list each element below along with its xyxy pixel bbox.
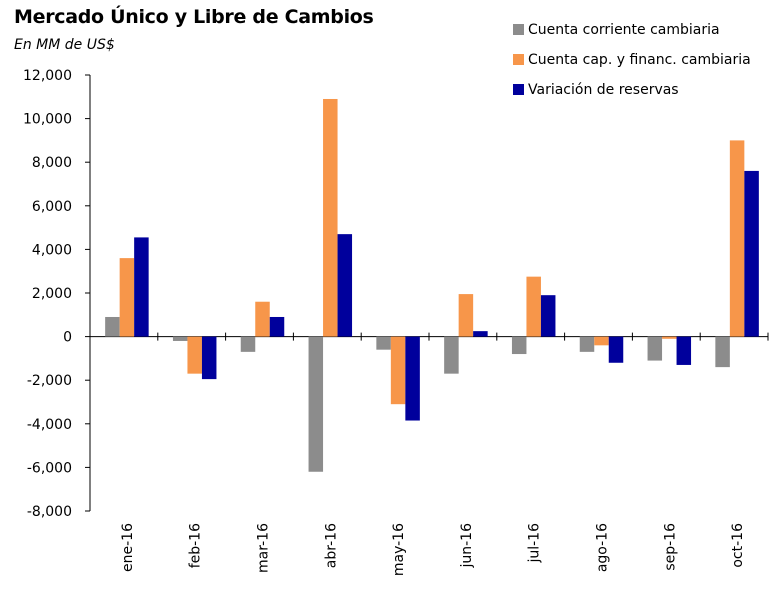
bar-cuenta-corriente-mar-16 xyxy=(240,336,256,352)
bar-cuenta-capital-jun-16 xyxy=(458,294,474,337)
bar-variacion-reservas-feb-16 xyxy=(201,336,217,380)
legend-label-cuenta-capital: Cuenta cap. y financ. cambiaria xyxy=(528,51,751,68)
chart-legend: Cuenta corriente cambiaria Cuenta cap. y… xyxy=(513,22,751,112)
legend-swatch-cuenta-capital xyxy=(513,54,524,65)
bar-cuenta-corriente-jul-16 xyxy=(511,336,527,355)
bar-cuenta-capital-jul-16 xyxy=(526,276,541,337)
bar-variacion-reservas-jun-16 xyxy=(473,331,488,337)
x-tick-label: mar-16 xyxy=(256,523,272,573)
bar-cuenta-capital-feb-16 xyxy=(187,336,202,374)
y-tick-label: -8,000 xyxy=(27,504,72,520)
bar-cuenta-corriente-feb-16 xyxy=(172,336,188,341)
bar-cuenta-corriente-jun-16 xyxy=(444,336,459,374)
bar-cuenta-corriente-abr-16 xyxy=(308,336,324,472)
x-tick-label: may-16 xyxy=(391,523,407,576)
y-tick-label: 12,000 xyxy=(23,68,72,84)
chart-title: Mercado Único y Libre de Cambios xyxy=(14,6,374,28)
legend-swatch-cuenta-corriente xyxy=(513,24,524,35)
bar-cuenta-capital-oct-16 xyxy=(729,140,745,337)
x-tick-label: ago-16 xyxy=(595,523,611,572)
y-tick-label: 8,000 xyxy=(32,155,72,171)
bar-cuenta-corriente-may-16 xyxy=(376,336,391,350)
x-tick-label: feb-16 xyxy=(188,523,204,568)
bar-variacion-reservas-ago-16 xyxy=(608,336,624,363)
y-tick-label: 2,000 xyxy=(32,286,72,302)
x-tick-label: jul-16 xyxy=(527,523,543,564)
bar-variacion-reservas-mar-16 xyxy=(269,316,285,337)
x-tick-label: abr-16 xyxy=(323,523,339,568)
x-tick-label: oct-16 xyxy=(730,523,746,568)
y-tick-label: -4,000 xyxy=(27,417,72,433)
y-tick-label: 4,000 xyxy=(32,242,72,258)
legend-item-variacion-reservas: Variación de reservas xyxy=(513,82,751,97)
x-tick-label: ene-16 xyxy=(120,523,136,572)
legend-item-cuenta-corriente: Cuenta corriente cambiaria xyxy=(513,22,751,37)
bar-cuenta-capital-sep-16 xyxy=(662,336,677,339)
bar-cuenta-capital-may-16 xyxy=(390,336,406,405)
bar-cuenta-capital-abr-16 xyxy=(323,98,338,337)
bar-variacion-reservas-ene-16 xyxy=(134,237,149,337)
bar-cuenta-capital-mar-16 xyxy=(255,301,270,337)
legend-item-cuenta-capital: Cuenta cap. y financ. cambiaria xyxy=(513,52,751,67)
y-tick-label: 0 xyxy=(63,330,72,346)
bar-cuenta-capital-ago-16 xyxy=(594,336,609,346)
bar-variacion-reservas-jul-16 xyxy=(540,295,556,337)
bar-cuenta-corriente-ago-16 xyxy=(579,336,595,352)
y-tick-label: -6,000 xyxy=(27,460,72,476)
legend-swatch-variacion-reservas xyxy=(513,84,524,95)
y-tick-label: 6,000 xyxy=(32,199,72,215)
chart-subtitle: En MM de US$ xyxy=(14,37,115,53)
y-tick-label: -2,000 xyxy=(27,373,72,389)
bar-variacion-reservas-oct-16 xyxy=(744,170,759,337)
bar-cuenta-corriente-oct-16 xyxy=(715,336,730,368)
bar-variacion-reservas-abr-16 xyxy=(337,234,353,337)
legend-label-cuenta-corriente: Cuenta corriente cambiaria xyxy=(528,21,720,38)
bar-cuenta-corriente-sep-16 xyxy=(647,336,663,361)
bar-cuenta-capital-ene-16 xyxy=(119,258,135,337)
bar-variacion-reservas-sep-16 xyxy=(676,336,692,365)
x-tick-label: jun-16 xyxy=(459,523,475,569)
bar-variacion-reservas-may-16 xyxy=(405,336,420,421)
x-tick-label: sep-16 xyxy=(662,523,678,571)
y-tick-label: 10,000 xyxy=(23,112,72,128)
bar-cuenta-corriente-ene-16 xyxy=(105,316,120,337)
legend-label-variacion-reservas: Variación de reservas xyxy=(528,81,679,98)
